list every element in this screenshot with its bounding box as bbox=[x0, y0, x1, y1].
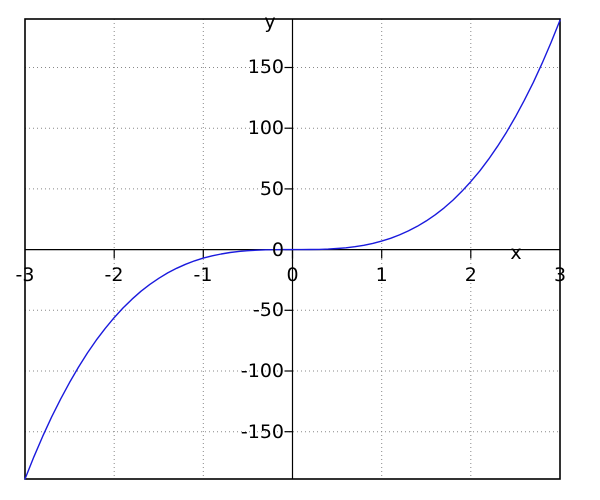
y-tick-label: 0 bbox=[271, 239, 284, 261]
y-tick-label: -50 bbox=[252, 299, 284, 321]
y-tick-label: 150 bbox=[247, 56, 284, 78]
x-tick-label: 1 bbox=[375, 264, 388, 286]
gridlines bbox=[25, 19, 560, 479]
x-tick-label: -2 bbox=[104, 264, 124, 286]
y-axis-label: y bbox=[264, 11, 276, 33]
function-curve bbox=[24, 19, 561, 480]
x-axis-label: x bbox=[510, 242, 522, 264]
x-tick-label: 2 bbox=[464, 264, 477, 286]
y-tick-label: 100 bbox=[247, 117, 284, 139]
x-tick-marks bbox=[113, 249, 472, 259]
x-tick-label: -3 bbox=[15, 264, 35, 286]
y-tick-label: 50 bbox=[259, 178, 284, 200]
x-tick-label: -1 bbox=[193, 264, 213, 286]
x-tick-label: 3 bbox=[553, 264, 567, 286]
plot-border bbox=[24, 18, 561, 480]
y-tick-label: -100 bbox=[240, 360, 284, 382]
y-tick-marks bbox=[284, 66, 293, 433]
y-tick-label: -150 bbox=[240, 421, 284, 443]
x-tick-label: 0 bbox=[286, 264, 299, 286]
